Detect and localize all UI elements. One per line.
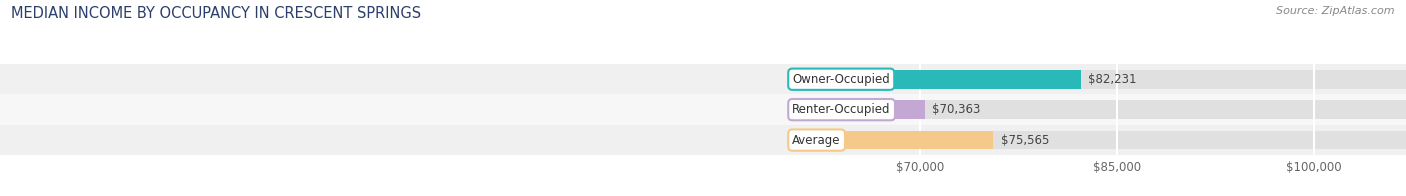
Bar <box>789 131 993 150</box>
Text: $75,565: $75,565 <box>1001 133 1049 147</box>
Text: Source: ZipAtlas.com: Source: ZipAtlas.com <box>1277 6 1395 16</box>
Text: MEDIAN INCOME BY OCCUPANCY IN CRESCENT SPRINGS: MEDIAN INCOME BY OCCUPANCY IN CRESCENT S… <box>11 6 422 21</box>
Bar <box>789 100 925 119</box>
Text: $70,363: $70,363 <box>932 103 981 116</box>
Bar <box>789 70 1081 89</box>
Text: $82,231: $82,231 <box>1088 73 1137 86</box>
Text: Renter-Occupied: Renter-Occupied <box>793 103 891 116</box>
Text: Owner-Occupied: Owner-Occupied <box>793 73 890 86</box>
Bar <box>0 125 1406 155</box>
Bar <box>0 94 1406 125</box>
Text: Average: Average <box>793 133 841 147</box>
Bar <box>789 131 1406 150</box>
Bar <box>789 70 1406 89</box>
Bar <box>789 100 1406 119</box>
Bar <box>0 64 1406 94</box>
